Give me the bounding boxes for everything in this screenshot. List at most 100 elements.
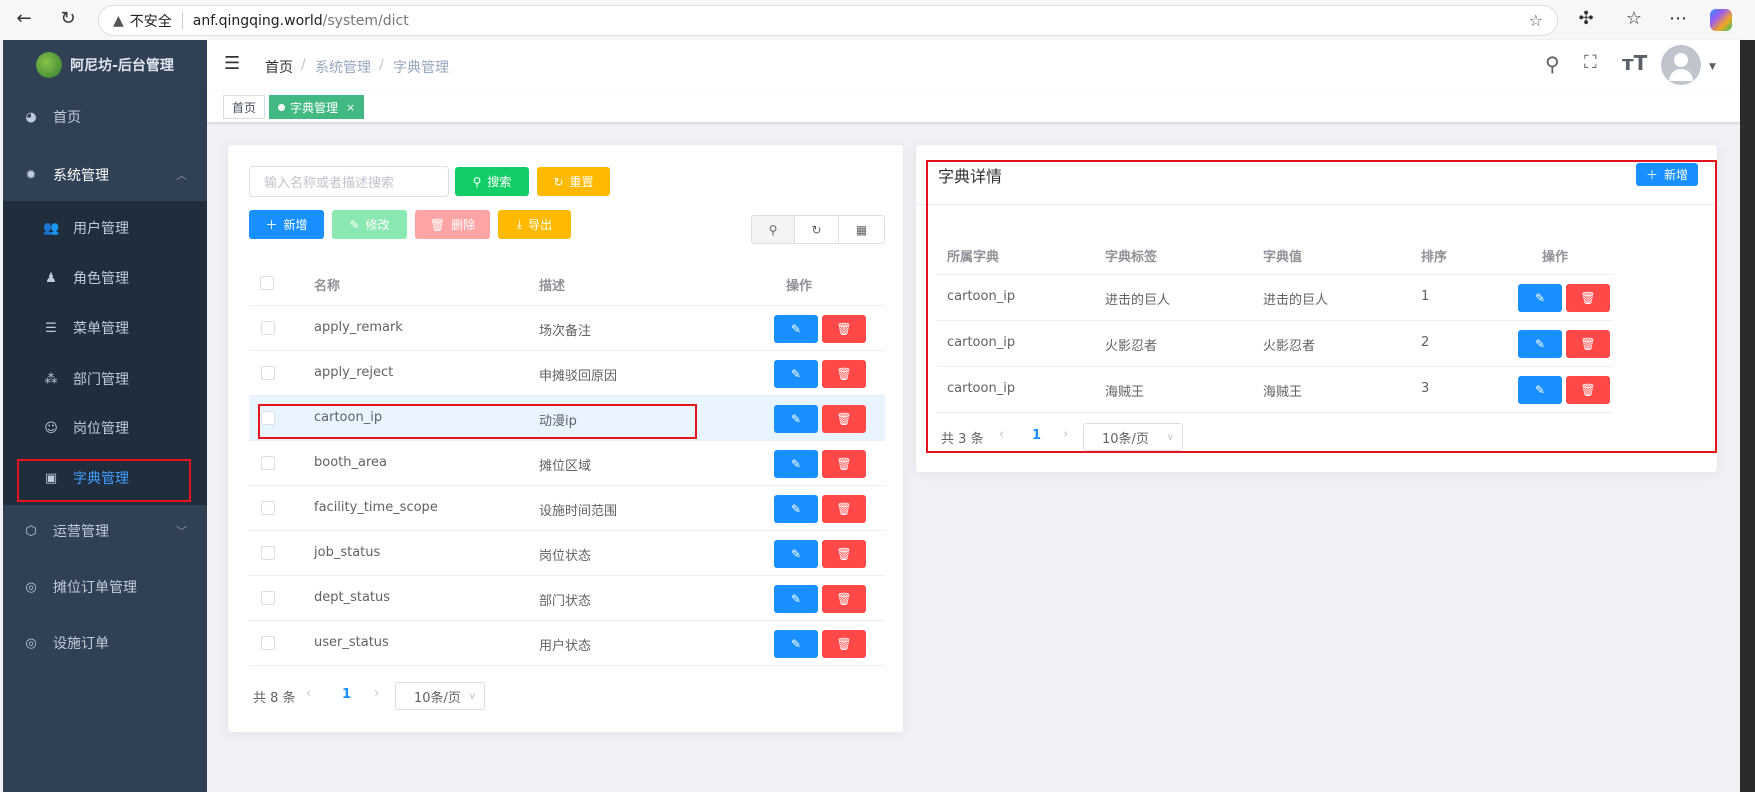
- table-row[interactable]: job_status 岗位状态 ✎ 🗑: [249, 531, 885, 576]
- sidebar-item-booth-orders[interactable]: ◎ 摊位订单管理: [3, 567, 207, 607]
- pencil-icon: ✎: [349, 217, 360, 232]
- columns-button[interactable]: ▦: [838, 215, 885, 244]
- next-page-icon[interactable]: ›: [1063, 427, 1069, 442]
- table-row[interactable]: cartoon_ip 进击的巨人 进击的巨人 1 ✎ 🗑: [937, 275, 1613, 321]
- page-size-select[interactable]: 10条/页 ∨: [395, 682, 485, 710]
- edit-row-button[interactable]: ✎: [774, 450, 818, 478]
- row-checkbox[interactable]: [261, 456, 275, 470]
- edit-row-button[interactable]: ✎: [1518, 284, 1562, 312]
- table-row[interactable]: user_status 用户状态 ✎ 🗑: [249, 621, 885, 666]
- reset-button[interactable]: ↻ 重置: [537, 167, 610, 196]
- sidebar-item-users[interactable]: 👥 用户管理: [3, 208, 207, 248]
- sidebar-item-dict[interactable]: ▣ 字典管理: [3, 458, 207, 498]
- sidebar-item-operations[interactable]: ⬡ 运营管理 ﹀: [3, 511, 207, 551]
- delete-row-button[interactable]: 🗑: [822, 405, 866, 433]
- extensions-icon[interactable]: ✣: [1578, 8, 1594, 29]
- download-icon: ⤓: [516, 217, 523, 231]
- sidebar-item-system[interactable]: ✹ 系统管理 ︿: [3, 155, 207, 195]
- trash-icon: 🗑: [836, 547, 852, 561]
- favorite-star-icon[interactable]: ☆: [1528, 11, 1543, 30]
- back-icon[interactable]: ←: [16, 8, 32, 29]
- row-checkbox[interactable]: [261, 591, 275, 605]
- refresh-button[interactable]: ↻: [794, 215, 839, 244]
- edit-row-button[interactable]: ✎: [774, 495, 818, 523]
- table-row[interactable]: cartoon_ip 动漫ip ✎ 🗑: [249, 396, 885, 441]
- edit-row-button[interactable]: ✎: [774, 315, 818, 343]
- menu-list-icon: ☰: [45, 320, 57, 336]
- sidebar-item-depts[interactable]: ⁂ 部门管理: [3, 359, 207, 399]
- close-icon[interactable]: ×: [346, 100, 356, 114]
- avatar[interactable]: [1661, 45, 1701, 85]
- pencil-icon: ✎: [790, 502, 802, 516]
- toggle-search-button[interactable]: ⚲: [751, 215, 795, 244]
- delete-button[interactable]: 🗑 删除: [415, 210, 490, 239]
- delete-row-button[interactable]: 🗑: [822, 360, 866, 388]
- more-icon[interactable]: ⋯: [1669, 8, 1687, 29]
- edit-button[interactable]: ✎ 修改: [332, 210, 407, 239]
- edit-row-button[interactable]: ✎: [774, 405, 818, 433]
- delete-row-button[interactable]: 🗑: [822, 450, 866, 478]
- edit-row-button[interactable]: ✎: [1518, 330, 1562, 358]
- delete-row-button[interactable]: 🗑: [822, 585, 866, 613]
- delete-row-button[interactable]: 🗑: [1566, 330, 1610, 358]
- delete-row-button[interactable]: 🗑: [1566, 284, 1610, 312]
- delete-row-button[interactable]: 🗑: [822, 315, 866, 343]
- delete-row-button[interactable]: 🗑: [822, 630, 866, 658]
- search-button[interactable]: ⚲ 搜索: [455, 167, 529, 196]
- edit-row-button[interactable]: ✎: [774, 540, 818, 568]
- page-1[interactable]: 1: [342, 687, 352, 702]
- sidebar-logo[interactable]: 阿尼坊-后台管理: [3, 40, 207, 90]
- trash-icon: 🗑: [1580, 291, 1596, 305]
- sidebar-item-roles[interactable]: ♟ 角色管理: [3, 258, 207, 298]
- edit-row-button[interactable]: ✎: [1518, 376, 1562, 404]
- pagination: 共 8 条 ‹ 1 › 10条/页 ∨: [249, 681, 649, 711]
- row-checkbox[interactable]: [261, 321, 275, 335]
- page-size-select[interactable]: 10条/页 ∨: [1083, 423, 1183, 451]
- delete-row-button[interactable]: 🗑: [822, 495, 866, 523]
- sidebar-item-home[interactable]: ◕ 首页: [3, 97, 207, 137]
- fullscreen-icon[interactable]: ⛶: [1584, 52, 1597, 73]
- hamburger-icon[interactable]: ☰: [224, 53, 241, 74]
- delete-row-button[interactable]: 🗑: [1566, 376, 1610, 404]
- search-icon[interactable]: ⚲: [1545, 52, 1560, 76]
- breadcrumb-home[interactable]: 首页: [265, 60, 293, 76]
- sidebar-item-facility-orders[interactable]: ◎ 设施订单: [3, 623, 207, 663]
- add-detail-button[interactable]: ＋ 新增: [1636, 163, 1698, 186]
- edit-row-button[interactable]: ✎: [774, 360, 818, 388]
- prev-page-icon[interactable]: ‹: [306, 686, 312, 701]
- row-checkbox[interactable]: [261, 501, 275, 515]
- address-bar[interactable]: ▲ 不安全 anf.qingqing.world/system/dict ☆: [98, 5, 1558, 36]
- table-row[interactable]: cartoon_ip 海贼王 海贼王 3 ✎ 🗑: [937, 367, 1613, 413]
- delete-row-button[interactable]: 🗑: [822, 540, 866, 568]
- table-row[interactable]: facility_time_scope 设施时间范围 ✎ 🗑: [249, 486, 885, 531]
- table-row[interactable]: dept_status 部门状态 ✎ 🗑: [249, 576, 885, 621]
- edit-row-button[interactable]: ✎: [774, 630, 818, 658]
- next-page-icon[interactable]: ›: [374, 686, 380, 701]
- table-row[interactable]: apply_reject 申摊驳回原因 ✎ 🗑: [249, 351, 885, 396]
- favorites-icon[interactable]: ☆: [1625, 8, 1643, 29]
- table-row[interactable]: apply_remark 场次备注 ✎ 🗑: [249, 306, 885, 351]
- font-size-icon[interactable]: ᴛT: [1622, 51, 1648, 75]
- export-button[interactable]: ⤓ 导出: [498, 210, 571, 239]
- highlight-box: [258, 404, 697, 439]
- tag-dict[interactable]: 字典管理 ×: [269, 95, 365, 119]
- gear-icon: ✹: [25, 167, 37, 183]
- row-checkbox[interactable]: [261, 411, 275, 425]
- row-checkbox[interactable]: [261, 636, 275, 650]
- row-checkbox[interactable]: [261, 366, 275, 380]
- edit-row-button[interactable]: ✎: [774, 585, 818, 613]
- table-row[interactable]: booth_area 摊位区域 ✎ 🗑: [249, 441, 885, 486]
- caret-down-icon[interactable]: ▼: [1709, 62, 1716, 72]
- copilot-icon[interactable]: [1710, 9, 1732, 31]
- sidebar-item-posts[interactable]: ☺ 岗位管理: [3, 408, 207, 448]
- sidebar-item-menus[interactable]: ☰ 菜单管理: [3, 308, 207, 348]
- reload-icon[interactable]: ↻: [60, 8, 76, 29]
- tag-home[interactable]: 首页: [223, 95, 266, 119]
- prev-page-icon[interactable]: ‹: [999, 427, 1005, 442]
- table-row[interactable]: cartoon_ip 火影忍者 火影忍者 2 ✎ 🗑: [937, 321, 1613, 367]
- page-1[interactable]: 1: [1032, 428, 1042, 443]
- search-input[interactable]: 输入名称或者描述搜索: [249, 166, 449, 197]
- row-checkbox[interactable]: [261, 546, 275, 560]
- select-all-checkbox[interactable]: [260, 276, 274, 290]
- add-button[interactable]: ＋ 新增: [249, 210, 324, 239]
